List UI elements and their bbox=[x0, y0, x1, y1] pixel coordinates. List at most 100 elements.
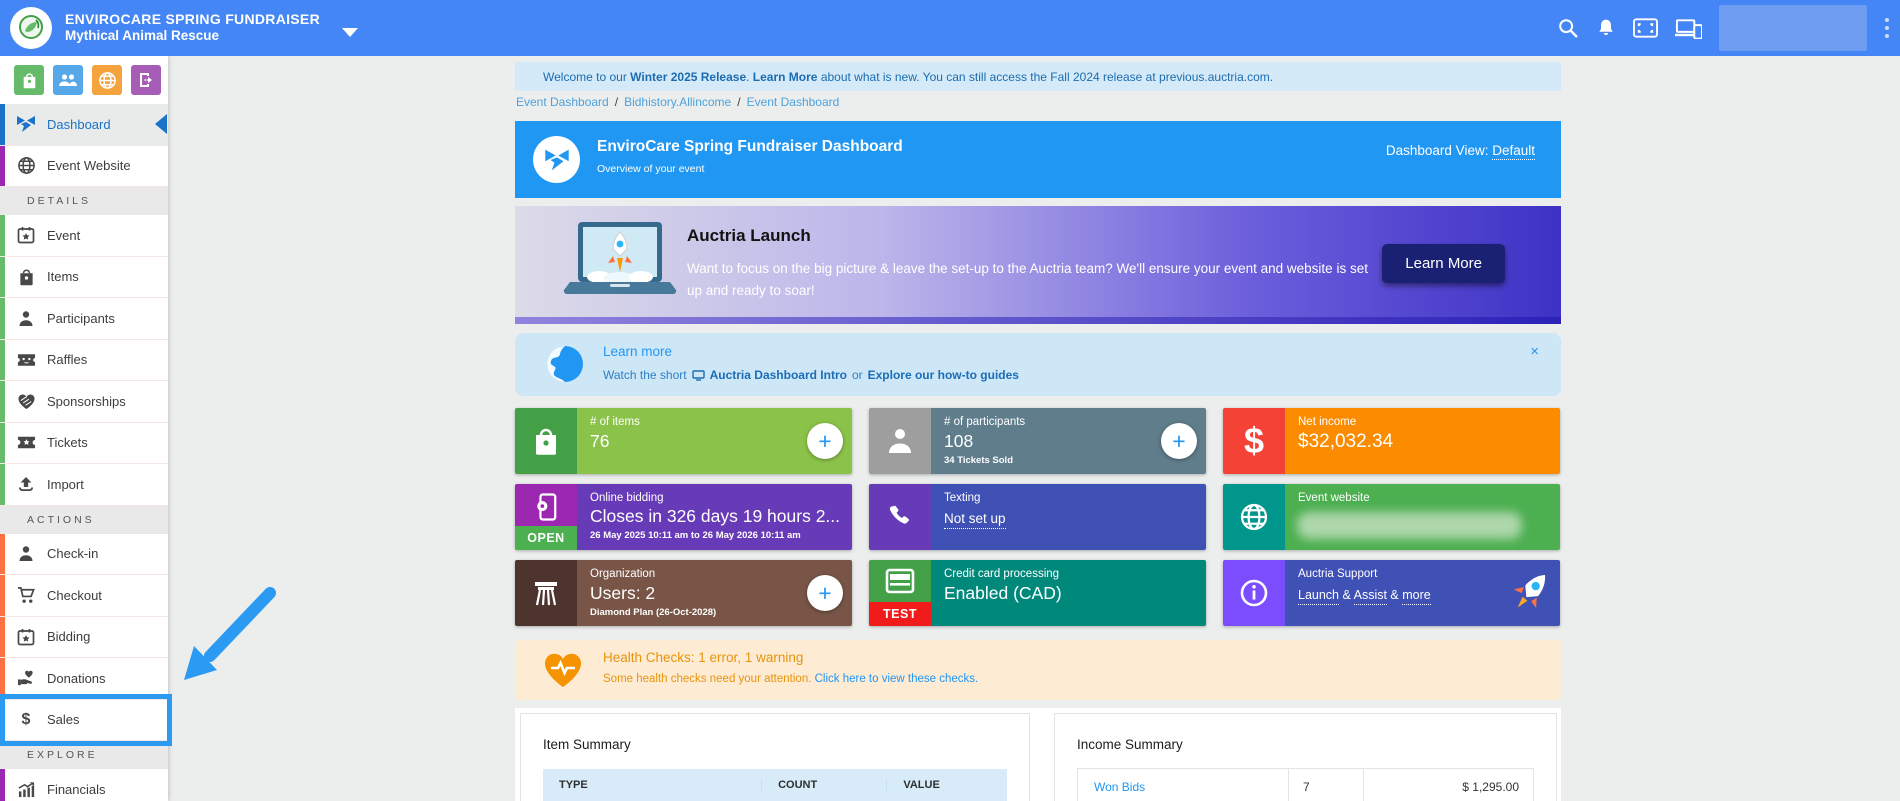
tile-organization[interactable]: Organization Users: 2 Diamond Plan (26-O… bbox=[515, 560, 852, 626]
texting-setup-link[interactable]: Not set up bbox=[944, 511, 1006, 529]
launch-title: Auctria Launch bbox=[687, 226, 811, 245]
tile-icon-section bbox=[515, 408, 577, 474]
website-quick-button[interactable] bbox=[92, 65, 122, 95]
sidebar: Dashboard Event Website DETAILS Event bbox=[0, 56, 168, 801]
globe-icon bbox=[15, 156, 37, 175]
sidebar-item-bidding[interactable]: Bidding bbox=[0, 616, 168, 658]
devices-icon[interactable] bbox=[1675, 18, 1702, 39]
sidebar-item-tickets[interactable]: Tickets bbox=[0, 422, 168, 464]
sidebar-item-label: Sales bbox=[47, 712, 80, 728]
sidebar-item-label: Tickets bbox=[47, 435, 88, 451]
participants-quick-button[interactable] bbox=[53, 65, 83, 95]
banner-text: about what is new. You can still access … bbox=[817, 69, 1274, 84]
sidebar-item-raffles[interactable]: Raffles bbox=[0, 339, 168, 381]
income-summary-table: Won Bids 7 $ 1,295.00 bbox=[1077, 768, 1534, 801]
tile-value: Closes in 326 days 19 hours 2... bbox=[590, 506, 841, 526]
health-checks-title: Health Checks: 1 error, 1 warning bbox=[603, 650, 804, 665]
tile-icon-section bbox=[869, 484, 931, 550]
tile-title: Organization bbox=[590, 568, 656, 580]
tile-net-income[interactable]: $ Net income $32,032.34 bbox=[1223, 408, 1560, 474]
globe-icon bbox=[547, 346, 583, 382]
add-user-button[interactable]: + bbox=[807, 575, 843, 611]
people-icon bbox=[59, 74, 77, 86]
notifications-bell-icon[interactable] bbox=[1596, 17, 1616, 39]
column-header-count: COUNT bbox=[761, 779, 886, 791]
tile-online-bidding[interactable]: OPEN Online bidding Closes in 326 days 1… bbox=[515, 484, 852, 550]
tile-auctria-support[interactable]: Auctria Support Launch & Assist & more bbox=[1223, 560, 1560, 626]
accent-bar bbox=[0, 215, 5, 256]
shopping-bag-icon bbox=[23, 72, 35, 88]
learn-more-prefix: Watch the short bbox=[603, 368, 687, 382]
sidebar-item-items[interactable]: Items bbox=[0, 256, 168, 298]
sidebar-item-event[interactable]: Event bbox=[0, 215, 168, 257]
sidebar-item-label: Participants bbox=[47, 310, 115, 326]
tile-title: Online bidding bbox=[590, 492, 664, 504]
dashboard-view-value[interactable]: Default bbox=[1492, 143, 1535, 160]
dashboard-icon bbox=[544, 149, 569, 170]
accent-bar bbox=[0, 145, 5, 186]
sidebar-item-sponsorships[interactable]: Sponsorships bbox=[0, 381, 168, 423]
page-subtitle: Overview of your event bbox=[597, 163, 705, 175]
tile-event-website[interactable]: Event website bbox=[1223, 484, 1560, 550]
health-checks-banner: Health Checks: 1 error, 1 warning Some h… bbox=[515, 640, 1561, 700]
sidebar-section-actions: ACTIONS bbox=[0, 505, 168, 534]
test-badge: TEST bbox=[869, 602, 931, 626]
sidebar-item-financials[interactable]: Financials bbox=[0, 769, 168, 801]
summary-section: Item Summary TYPE COUNT VALUE Income Sum… bbox=[515, 708, 1561, 801]
more-link[interactable]: more bbox=[1402, 588, 1431, 605]
sidebar-item-sales[interactable]: $ Sales bbox=[0, 699, 168, 741]
tile-items[interactable]: # of items 76 + bbox=[515, 408, 852, 474]
exit-quick-button[interactable] bbox=[131, 65, 161, 95]
close-icon[interactable]: × bbox=[1530, 343, 1539, 360]
upload-icon bbox=[15, 476, 37, 493]
person-icon bbox=[889, 429, 911, 453]
tile-credit-card[interactable]: TEST Credit card processing Enabled (CAD… bbox=[869, 560, 1206, 626]
how-to-guides-link[interactable]: Explore our how-to guides bbox=[867, 368, 1019, 382]
sidebar-item-event-website[interactable]: Event Website bbox=[0, 145, 168, 187]
tile-subtext: 26 May 2025 10:11 am to 26 May 2026 10:1… bbox=[590, 530, 801, 541]
tile-title: Texting bbox=[944, 492, 981, 504]
chart-icon bbox=[15, 781, 37, 798]
sidebar-item-donations[interactable]: Donations bbox=[0, 658, 168, 700]
sidebar-item-import[interactable]: Import bbox=[0, 464, 168, 506]
launch-link[interactable]: Launch bbox=[1298, 588, 1340, 605]
tile-body: Event website bbox=[1285, 484, 1560, 550]
tile-participants[interactable]: # of participants 108 34 Tickets Sold + bbox=[869, 408, 1206, 474]
tile-icon-section: OPEN bbox=[515, 484, 577, 550]
add-item-button[interactable]: + bbox=[807, 423, 843, 459]
breadcrumb-link[interactable]: Event Dashboard bbox=[516, 95, 609, 109]
sidebar-item-check-in[interactable]: Check-in bbox=[0, 533, 168, 575]
sidebar-item-dashboard[interactable]: Dashboard bbox=[0, 104, 168, 146]
breadcrumb-separator: / bbox=[737, 95, 741, 109]
income-row-label-link[interactable]: Won Bids bbox=[1094, 780, 1146, 794]
kebab-menu-icon[interactable] bbox=[1884, 16, 1890, 40]
learn-more-title[interactable]: Learn more bbox=[603, 344, 673, 359]
view-checks-link[interactable]: Click here to view these checks. bbox=[814, 673, 979, 685]
tile-icon-section bbox=[1223, 484, 1285, 550]
envirocare-logo[interactable] bbox=[10, 7, 52, 49]
add-participant-button[interactable]: + bbox=[1161, 423, 1197, 459]
learn-more-link[interactable]: Learn More bbox=[752, 69, 818, 84]
tile-subtext: Diamond Plan (26-Oct-2028) bbox=[590, 607, 717, 618]
assist-link[interactable]: Assist bbox=[1353, 588, 1387, 605]
dashboard-intro-link[interactable]: Auctria Dashboard Intro bbox=[709, 368, 847, 382]
search-icon[interactable] bbox=[1557, 17, 1579, 39]
breadcrumb-link[interactable]: Bidhistory.Allincome bbox=[624, 95, 732, 109]
release-banner: Welcome to our Winter 2025 Release. Lear… bbox=[515, 62, 1561, 91]
fit-screen-icon[interactable] bbox=[1633, 18, 1658, 38]
shopping-bag-icon bbox=[15, 268, 37, 286]
launch-learn-more-button[interactable]: Learn More bbox=[1382, 244, 1505, 283]
chevron-down-icon[interactable] bbox=[341, 27, 358, 37]
event-title-block[interactable]: ENVIROCARE SPRING FUNDRAISER Mythical An… bbox=[65, 11, 320, 45]
cart-icon bbox=[15, 586, 37, 604]
tile-texting[interactable]: Texting Not set up bbox=[869, 484, 1206, 550]
redacted-user-info[interactable] bbox=[1719, 5, 1867, 51]
breadcrumb-separator: / bbox=[614, 95, 619, 109]
banner-text: . bbox=[746, 69, 753, 84]
accent-bar bbox=[0, 422, 5, 463]
sidebar-item-checkout[interactable]: Checkout bbox=[0, 575, 168, 617]
breadcrumb-link[interactable]: Event Dashboard bbox=[746, 95, 840, 109]
items-quick-button[interactable] bbox=[14, 65, 44, 95]
organization-podium-icon bbox=[535, 582, 557, 606]
sidebar-item-participants[interactable]: Participants bbox=[0, 298, 168, 340]
